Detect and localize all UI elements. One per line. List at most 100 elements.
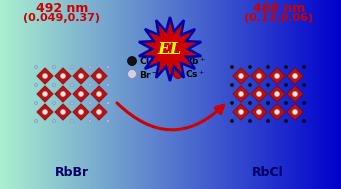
Bar bbox=[327, 0, 329, 189]
Bar bbox=[227, 0, 229, 189]
Bar bbox=[340, 0, 341, 189]
Polygon shape bbox=[233, 68, 249, 84]
Bar bbox=[185, 0, 187, 189]
Bar bbox=[164, 0, 165, 189]
Bar bbox=[276, 0, 278, 189]
Bar bbox=[112, 0, 113, 189]
Circle shape bbox=[302, 119, 306, 123]
Bar bbox=[92, 0, 94, 189]
Circle shape bbox=[231, 101, 234, 105]
Bar bbox=[13, 0, 14, 189]
Bar bbox=[181, 0, 182, 189]
Bar bbox=[189, 0, 190, 189]
Bar bbox=[253, 0, 255, 189]
Bar bbox=[226, 0, 228, 189]
Bar bbox=[335, 0, 337, 189]
Bar bbox=[56, 0, 57, 189]
Circle shape bbox=[60, 109, 65, 115]
Bar bbox=[243, 0, 245, 189]
Bar bbox=[85, 0, 87, 189]
Bar bbox=[202, 0, 204, 189]
Circle shape bbox=[88, 101, 92, 105]
Bar bbox=[206, 0, 207, 189]
Circle shape bbox=[70, 65, 74, 69]
Bar bbox=[136, 0, 138, 189]
Bar bbox=[109, 0, 111, 189]
Bar bbox=[133, 0, 135, 189]
Bar bbox=[208, 0, 210, 189]
Bar bbox=[218, 0, 220, 189]
Bar bbox=[251, 0, 253, 189]
Circle shape bbox=[70, 119, 74, 123]
Bar bbox=[102, 0, 104, 189]
Polygon shape bbox=[91, 104, 107, 120]
Bar bbox=[297, 0, 298, 189]
Text: Cl$^-$: Cl$^-$ bbox=[139, 56, 157, 67]
Circle shape bbox=[60, 74, 65, 78]
Circle shape bbox=[293, 91, 297, 97]
Polygon shape bbox=[37, 68, 53, 84]
Bar bbox=[201, 0, 203, 189]
Bar bbox=[113, 0, 114, 189]
Bar bbox=[314, 0, 315, 189]
Bar bbox=[93, 0, 95, 189]
Bar bbox=[268, 0, 270, 189]
Bar bbox=[194, 0, 196, 189]
Circle shape bbox=[266, 119, 270, 123]
Bar bbox=[74, 0, 76, 189]
Bar bbox=[303, 0, 305, 189]
Bar bbox=[3, 0, 5, 189]
Circle shape bbox=[78, 74, 84, 78]
Circle shape bbox=[128, 70, 136, 78]
Circle shape bbox=[97, 91, 102, 97]
Polygon shape bbox=[269, 86, 285, 102]
Circle shape bbox=[275, 91, 280, 97]
Bar bbox=[23, 0, 25, 189]
Bar bbox=[165, 0, 166, 189]
Bar bbox=[140, 0, 142, 189]
Bar bbox=[36, 0, 38, 189]
Bar bbox=[285, 0, 287, 189]
Polygon shape bbox=[287, 68, 303, 84]
Bar bbox=[106, 0, 107, 189]
Bar bbox=[154, 0, 156, 189]
Bar bbox=[175, 0, 177, 189]
Bar bbox=[116, 0, 118, 189]
Circle shape bbox=[248, 83, 252, 87]
Bar bbox=[231, 0, 233, 189]
Bar bbox=[0, 0, 2, 189]
Bar bbox=[291, 0, 293, 189]
Bar bbox=[54, 0, 55, 189]
Bar bbox=[320, 0, 321, 189]
Bar bbox=[30, 0, 31, 189]
Bar bbox=[260, 0, 262, 189]
Polygon shape bbox=[233, 104, 249, 120]
Bar bbox=[277, 0, 279, 189]
Circle shape bbox=[106, 65, 109, 69]
Bar bbox=[16, 0, 18, 189]
Bar bbox=[27, 0, 29, 189]
Bar bbox=[122, 0, 123, 189]
Circle shape bbox=[106, 101, 109, 105]
Bar bbox=[38, 0, 39, 189]
Bar bbox=[43, 0, 45, 189]
Bar bbox=[193, 0, 195, 189]
Bar bbox=[72, 0, 73, 189]
Bar bbox=[10, 0, 12, 189]
Polygon shape bbox=[91, 68, 107, 84]
Bar bbox=[282, 0, 284, 189]
Bar bbox=[117, 0, 119, 189]
Bar bbox=[6, 0, 8, 189]
Bar bbox=[249, 0, 251, 189]
Bar bbox=[137, 0, 139, 189]
Bar bbox=[129, 0, 130, 189]
Bar bbox=[141, 0, 143, 189]
Bar bbox=[263, 0, 264, 189]
Bar bbox=[214, 0, 216, 189]
Bar bbox=[44, 0, 46, 189]
Bar bbox=[172, 0, 173, 189]
Polygon shape bbox=[37, 86, 53, 102]
Circle shape bbox=[275, 109, 280, 115]
Bar bbox=[178, 0, 180, 189]
Polygon shape bbox=[287, 104, 303, 120]
